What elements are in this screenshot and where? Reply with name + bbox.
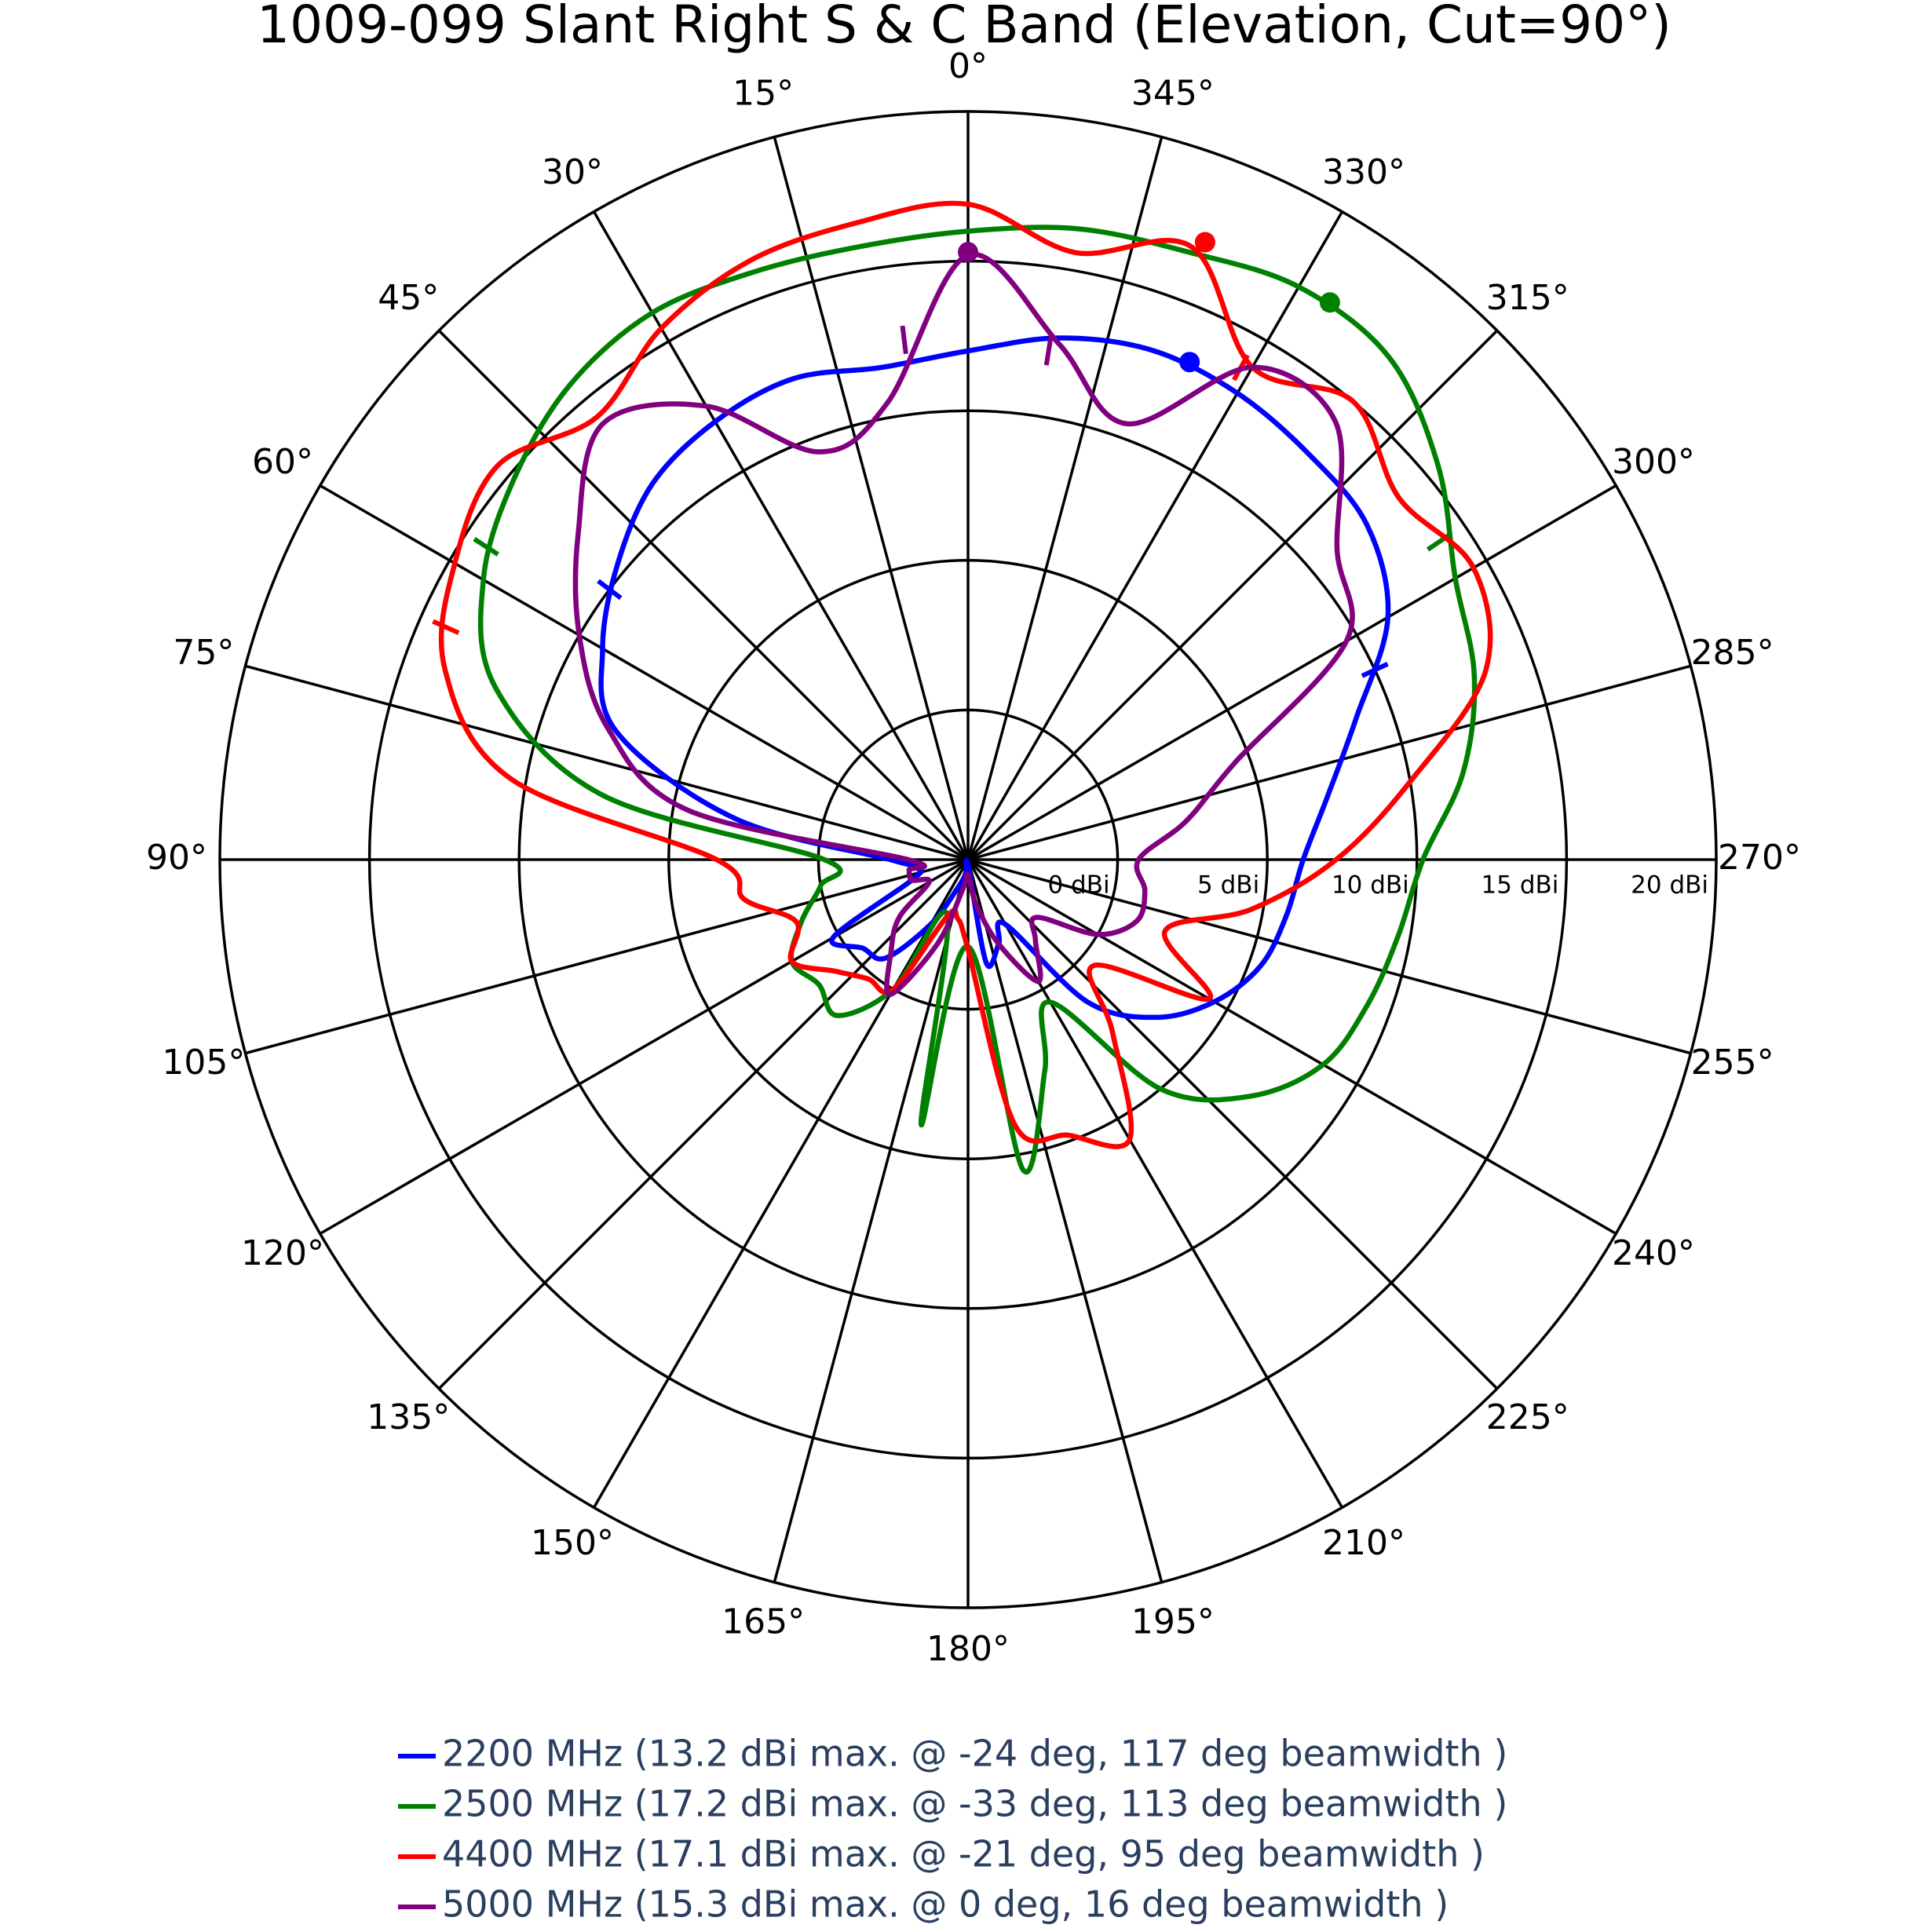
- series-line: [598, 335, 1391, 1021]
- grid-spoke: [437, 858, 970, 1390]
- grid-spoke: [966, 210, 1344, 860]
- theta-tick-label: 120°: [241, 1233, 324, 1273]
- theta-tick-label: 15°: [733, 73, 794, 113]
- theta-tick-label: 30°: [542, 152, 603, 192]
- theta-tick-label: 90°: [146, 838, 207, 878]
- legend-label: 5000 MHz (15.3 dBi max. @ 0 deg, 16 deg …: [442, 1883, 1449, 1926]
- legend-label: 2200 MHz (13.2 dBi max. @ -24 deg, 117 d…: [442, 1733, 1507, 1775]
- grid-spoke: [319, 484, 969, 861]
- grid-spoke: [967, 664, 1691, 861]
- grid-spoke: [773, 859, 970, 1583]
- theta-tick-label: 285°: [1691, 633, 1774, 673]
- theta-tick-label: 0°: [948, 46, 988, 86]
- peak-marker: [1319, 292, 1340, 313]
- grid-spoke: [592, 859, 970, 1509]
- beamwidth-edge: [1043, 337, 1054, 366]
- beamwidth-edge: [473, 537, 499, 557]
- theta-tick-label: 180°: [926, 1629, 1010, 1669]
- beamwidth-edge: [597, 579, 623, 601]
- theta-tick-label: 135°: [367, 1397, 450, 1437]
- series-line: [477, 225, 1478, 1174]
- r-tick-label: 20 dBi: [1631, 871, 1708, 900]
- peak-marker: [1194, 232, 1215, 253]
- grid-spoke: [319, 858, 969, 1236]
- theta-tick-label: 210°: [1322, 1523, 1405, 1563]
- grid-spoke: [245, 664, 969, 861]
- theta-tick-label: 60°: [252, 442, 313, 482]
- theta-tick-label: 165°: [722, 1602, 805, 1642]
- theta-tick-label: 105°: [162, 1043, 245, 1083]
- theta-tick-label: 225°: [1486, 1397, 1569, 1437]
- theta-tick-label: 195°: [1131, 1602, 1215, 1642]
- grid-spoke: [967, 858, 1691, 1055]
- theta-tick-label: 330°: [1322, 152, 1405, 192]
- peak-marker: [1179, 352, 1200, 373]
- grid-spoke: [592, 210, 970, 860]
- r-tick-label: 15 dBi: [1481, 871, 1559, 900]
- grid-spoke: [245, 858, 969, 1055]
- theta-tick-label: 45°: [378, 278, 439, 318]
- r-tick-label: 10 dBi: [1332, 871, 1409, 900]
- theta-tick-label: 270°: [1718, 838, 1801, 878]
- beamwidth-edge: [1361, 662, 1389, 678]
- theta-tick-label: 240°: [1612, 1233, 1695, 1273]
- theta-tick-label: 315°: [1486, 278, 1569, 318]
- grid-spoke: [437, 329, 970, 861]
- series-line: [572, 251, 1355, 997]
- peak-marker: [958, 242, 978, 263]
- grid-spoke: [966, 329, 1499, 861]
- grid-spoke: [967, 484, 1617, 861]
- chart-title: 1009-099 Slant Right S & C Band (Elevati…: [257, 0, 1671, 55]
- theta-tick-label: 255°: [1691, 1043, 1774, 1083]
- grid-spoke: [966, 858, 1499, 1390]
- theta-tick-label: 75°: [173, 633, 234, 673]
- theta-tick-label: 300°: [1612, 442, 1695, 482]
- legend-label: 4400 MHz (17.1 dBi max. @ -21 deg, 95 de…: [442, 1833, 1485, 1875]
- grid-spoke: [967, 858, 1617, 1236]
- legend-label: 2500 MHz (17.2 dBi max. @ -33 deg, 113 d…: [442, 1783, 1507, 1825]
- grid-spoke: [966, 859, 1344, 1509]
- theta-tick-label: 150°: [531, 1523, 614, 1563]
- series-line: [438, 200, 1493, 1149]
- beamwidth-edge: [900, 325, 908, 355]
- r-tick-label: 5 dBi: [1197, 871, 1259, 900]
- grid-spoke: [966, 859, 1164, 1583]
- grid-spoke: [966, 137, 1164, 860]
- theta-tick-label: 345°: [1131, 73, 1215, 113]
- beamwidth-edge: [432, 619, 460, 635]
